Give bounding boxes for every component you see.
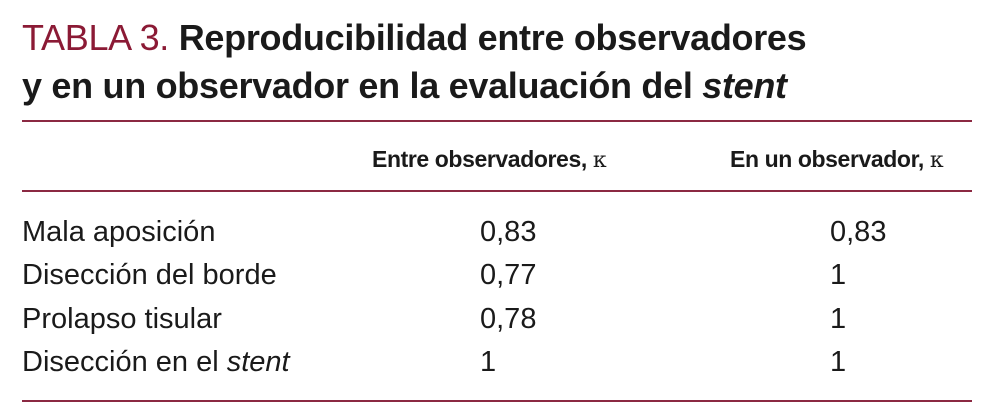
column-header-intra-observer: En un observador, κ (730, 144, 944, 176)
intra-observer-value: 1 (830, 303, 847, 335)
inter-observer-value: 0,77 (480, 259, 537, 291)
intra-observer-value: 1 (830, 346, 847, 378)
intra-observer-value: 1 (830, 259, 847, 291)
row-label: Disección en el stent (22, 346, 290, 378)
column-header-inter-observer-text: Entre observadores, (372, 146, 587, 172)
table-title: TABLA 3. Reproducibilidad entre observad… (22, 14, 982, 110)
column-header-intra-observer-text: En un observador, (730, 146, 924, 172)
table-number-label: TABLA 3. (22, 17, 170, 58)
bottom-rule (22, 400, 972, 402)
table-row: Mala aposición 0,83 0,83 (0, 210, 1000, 254)
row-label: Prolapso tisular (22, 303, 222, 335)
header-rule (22, 190, 972, 192)
title-line-1: TABLA 3. Reproducibilidad entre observad… (22, 14, 982, 62)
row-label: Disección del borde (22, 259, 277, 291)
inter-observer-value: 1 (480, 346, 497, 378)
title-text-line-2: y en un observador en la evaluación del (22, 65, 693, 106)
title-italic-word: stent (702, 65, 787, 106)
top-rule (22, 120, 972, 122)
title-line-2: y en un observador en la evaluación del … (22, 62, 982, 110)
intra-observer-value: 0,83 (830, 216, 887, 248)
table-row: Disección en el stent 1 1 (0, 340, 1000, 384)
row-label-italic: stent (226, 346, 290, 378)
table-row: Disección del borde 0,77 1 (0, 253, 1000, 297)
kappa-symbol: κ (929, 148, 944, 173)
inter-observer-value: 0,78 (480, 303, 537, 335)
table-row: Prolapso tisular 0,78 1 (0, 297, 1000, 341)
column-header-inter-observer: Entre observadores, κ (372, 144, 607, 176)
title-text-line-1: Reproducibilidad entre observadores (178, 17, 807, 58)
row-label: Mala aposición (22, 216, 216, 248)
inter-observer-value: 0,83 (480, 216, 537, 248)
kappa-symbol: κ (592, 148, 607, 173)
